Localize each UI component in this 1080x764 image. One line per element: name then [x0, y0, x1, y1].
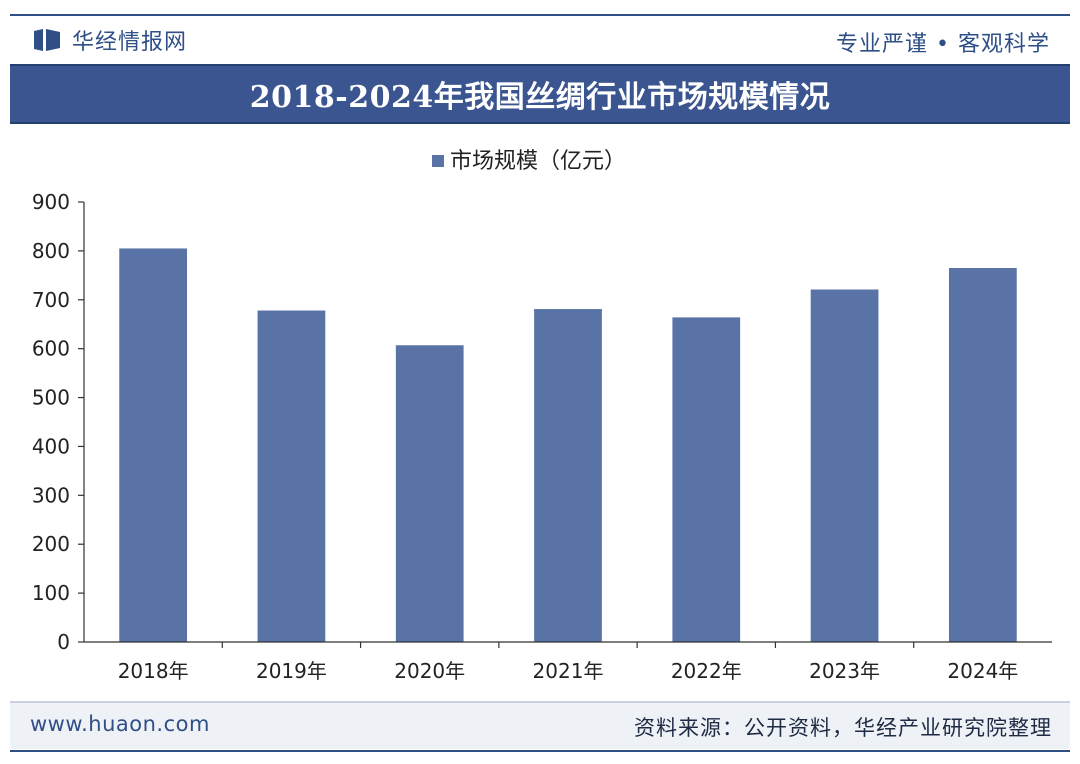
- chart-title: 2018-2024年我国丝绸行业市场规模情况: [249, 80, 831, 115]
- bar: [257, 310, 326, 642]
- bar: [534, 309, 602, 642]
- x-tick-label: 2024年: [947, 659, 1018, 683]
- y-tick-label: 500: [32, 386, 70, 410]
- website-link[interactable]: www.huaon.com: [30, 712, 210, 736]
- x-tick-label: 2018年: [118, 659, 189, 683]
- title-bar: 2018-2024年我国丝绸行业市场规模情况: [10, 64, 1070, 124]
- y-tick-label: 800: [32, 239, 70, 263]
- y-axis: 0 100 200 300 400 500 600 700 800 900: [32, 190, 85, 654]
- logo: 华经情报网: [32, 24, 187, 56]
- source-note: 资料来源：公开资料，华经产业研究院整理: [634, 716, 1052, 740]
- bar: [948, 268, 1017, 642]
- y-tick-label: 600: [32, 337, 70, 361]
- legend-swatch: [432, 155, 444, 167]
- bottom-rule: [10, 750, 1070, 752]
- y-tick-label: 700: [32, 288, 70, 312]
- x-tick-label: 2022年: [671, 659, 742, 683]
- bar: [672, 317, 741, 642]
- bars: [119, 248, 1017, 642]
- slogan: 专业严谨 • 客观科学: [836, 32, 1050, 57]
- bar: [395, 345, 464, 642]
- legend: 市场规模（亿元）: [432, 149, 626, 174]
- brand-logo-icon: [34, 29, 60, 51]
- footer: www.huaon.com 资料来源：公开资料，华经产业研究院整理: [10, 701, 1070, 749]
- y-tick-label: 200: [32, 532, 70, 556]
- y-tick-label: 400: [32, 434, 70, 458]
- y-tick-label: 900: [32, 190, 70, 214]
- x-tick-label: 2021年: [533, 659, 604, 683]
- x-tick-label: 2023年: [809, 659, 880, 683]
- bar-chart: 市场规模（亿元） 0 100 200 300 400 500 600 700 800 900 20…: [32, 149, 1052, 683]
- y-tick-label: 100: [32, 581, 70, 605]
- x-axis: 2018年 2019年 2020年 2021年 2022年 2023年 2024年: [84, 641, 1052, 683]
- bar: [119, 248, 188, 642]
- brand-name: 华经情报网: [72, 30, 188, 55]
- bar: [810, 289, 879, 642]
- y-tick-label: 300: [32, 483, 70, 507]
- legend-label: 市场规模（亿元）: [450, 149, 626, 174]
- header: 华经情报网 专业严谨 • 客观科学: [10, 18, 1070, 60]
- x-tick-label: 2020年: [394, 659, 465, 683]
- x-tick-label: 2019年: [256, 659, 327, 683]
- top-rule: [10, 14, 1070, 16]
- y-tick-label: 0: [57, 630, 70, 654]
